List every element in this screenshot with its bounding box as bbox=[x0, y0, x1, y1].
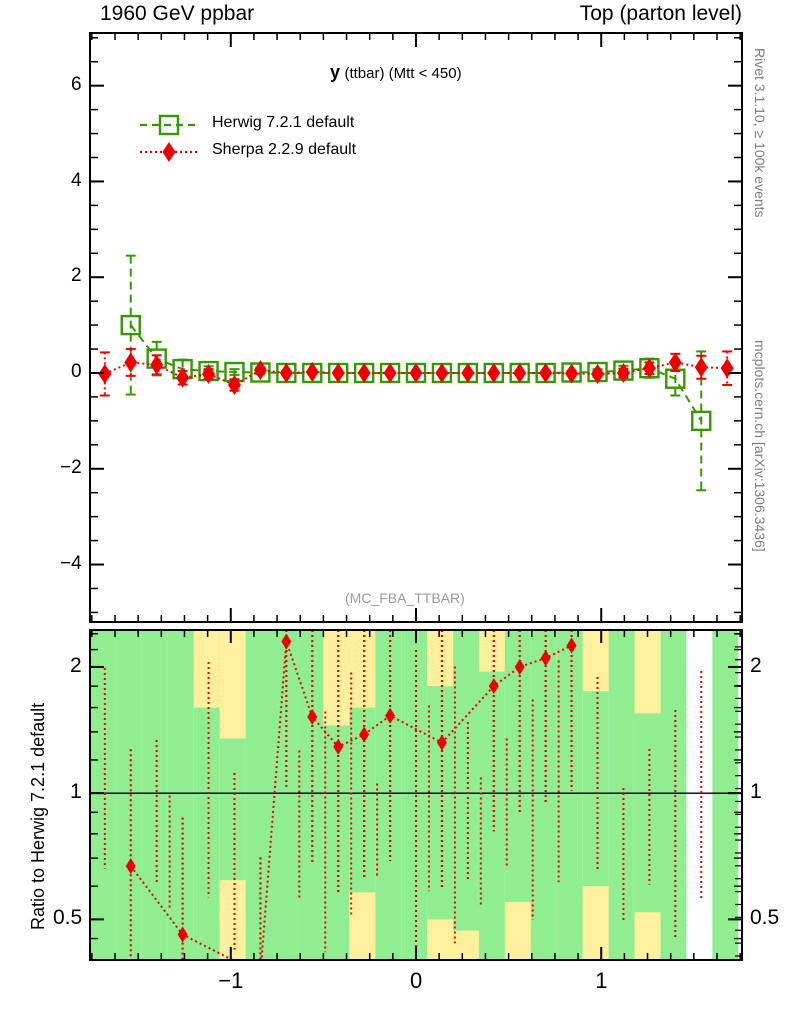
main-data-marker[interactable] bbox=[513, 362, 527, 383]
main-data-marker[interactable] bbox=[98, 363, 112, 384]
ratio-data-marker[interactable] bbox=[333, 738, 344, 755]
legend-label-1: Sherpa 2.2.9 default bbox=[212, 141, 357, 158]
ratio-data-marker[interactable] bbox=[514, 658, 525, 675]
main-data-marker[interactable] bbox=[124, 352, 138, 373]
main-data-marker[interactable] bbox=[357, 362, 371, 383]
ratio-band-inner bbox=[90, 630, 116, 960]
ratio-y-tick-label-right: 0.5 bbox=[750, 906, 780, 930]
ratio-band-inner bbox=[608, 630, 635, 960]
ratio-band-wedge bbox=[634, 630, 661, 714]
main-data-marker[interactable] bbox=[565, 363, 579, 384]
legend-marker-1 bbox=[162, 142, 176, 162]
main-y-tick-label: 2 bbox=[71, 265, 82, 287]
ratio-band-inner bbox=[712, 630, 739, 960]
main-data-marker[interactable] bbox=[539, 362, 553, 383]
ratio-data-marker[interactable] bbox=[488, 678, 499, 695]
ratio-data-marker[interactable] bbox=[281, 633, 292, 650]
page-title: y (ttbar) (Mtt < 450) bbox=[330, 62, 462, 83]
page-title-rest: (ttbar) (Mtt < 450) bbox=[344, 65, 462, 82]
ratio-band-wedge bbox=[427, 630, 454, 687]
ratio-band-low bbox=[427, 919, 454, 960]
main-y-tick-label: −4 bbox=[60, 552, 82, 574]
main-data-marker[interactable] bbox=[331, 362, 345, 383]
ratio-data-marker[interactable] bbox=[540, 650, 551, 667]
main-data-marker[interactable] bbox=[383, 362, 397, 383]
legend-marker-0 bbox=[158, 114, 180, 136]
main-data-marker[interactable] bbox=[461, 362, 475, 383]
main-data-marker[interactable] bbox=[487, 362, 501, 383]
main-data-marker[interactable] bbox=[694, 357, 708, 378]
main-data-marker[interactable] bbox=[227, 374, 241, 395]
main-y-tick-label: −2 bbox=[60, 456, 82, 478]
main-data-marker[interactable] bbox=[279, 362, 293, 383]
ratio-data-marker[interactable] bbox=[177, 926, 188, 943]
watermark: (MC_FBA_TTBAR) bbox=[345, 590, 465, 606]
ratio-y-tick-label-right: 1 bbox=[750, 780, 762, 804]
page-title-main: y bbox=[330, 62, 341, 82]
ratio-data-marker[interactable] bbox=[255, 966, 265, 982]
ratio-y-tick-label: 1 bbox=[70, 780, 82, 804]
ratio-x-tick-label: 1 bbox=[595, 968, 608, 994]
ratio-band-inner bbox=[530, 630, 557, 960]
main-data-marker[interactable] bbox=[642, 358, 656, 379]
main-data-marker[interactable] bbox=[120, 314, 141, 336]
main-data-marker[interactable] bbox=[591, 363, 605, 384]
ratio-data-marker[interactable] bbox=[359, 726, 370, 743]
main-y-tick-label: 6 bbox=[71, 73, 82, 95]
main-data-marker[interactable] bbox=[176, 367, 190, 388]
ratio-band-wedge bbox=[219, 630, 246, 739]
ratio-y-tick-label: 0.5 bbox=[53, 906, 83, 930]
main-data-marker[interactable] bbox=[253, 360, 267, 381]
ratio-y-tick-label: 2 bbox=[70, 653, 82, 677]
ratio-x-tick-label: 0 bbox=[410, 968, 423, 994]
main-data-marker[interactable] bbox=[305, 362, 319, 383]
main-data-marker[interactable] bbox=[435, 362, 449, 383]
ratio-band-low bbox=[504, 902, 531, 960]
ratio-x-tick-label: −1 bbox=[218, 968, 244, 994]
ratio-band-low bbox=[453, 930, 479, 960]
main-data-marker[interactable] bbox=[720, 358, 734, 379]
header-left: 1960 GeV ppbar bbox=[100, 2, 255, 25]
ratio-band-inner bbox=[115, 630, 142, 960]
ratio-band-inner bbox=[660, 630, 687, 960]
ratio-band-low bbox=[219, 880, 246, 960]
ratio-band-inner bbox=[271, 630, 298, 960]
ratio-band-wedge bbox=[349, 630, 376, 708]
ratio-band-wedge bbox=[323, 630, 350, 726]
ratio-band-inner bbox=[297, 630, 324, 960]
ratio-band-inner bbox=[478, 630, 505, 960]
ratio-data-marker[interactable] bbox=[385, 707, 396, 724]
ratio-band-inner bbox=[375, 630, 402, 960]
main-y-tick-label: 4 bbox=[71, 169, 82, 191]
header-right: Top (parton level) bbox=[579, 2, 742, 25]
ratio-band-inner bbox=[245, 630, 272, 960]
ratio-band-inner bbox=[401, 630, 428, 960]
main-data-marker[interactable] bbox=[150, 354, 164, 375]
ratio-band-inner bbox=[556, 630, 583, 960]
ratio-band-inner bbox=[453, 630, 479, 960]
ratio-data-marker[interactable] bbox=[566, 637, 577, 654]
ratio-band-low bbox=[634, 912, 661, 960]
main-data-marker[interactable] bbox=[409, 362, 423, 383]
legend-label-0: Herwig 7.2.1 default bbox=[212, 114, 355, 131]
ratio-data-marker[interactable] bbox=[125, 858, 136, 875]
main-data-marker[interactable] bbox=[668, 352, 682, 373]
ratio-band-wedge bbox=[193, 630, 220, 708]
main-data-marker[interactable] bbox=[616, 362, 630, 383]
main-plot-frame bbox=[89, 32, 743, 623]
ratio-band-low bbox=[349, 892, 376, 960]
ratio-band-low bbox=[582, 886, 609, 960]
ratio-y-tick-label-right: 2 bbox=[750, 653, 762, 677]
ratio-band-inner bbox=[141, 630, 168, 960]
main-y-tick-label: 0 bbox=[71, 361, 82, 383]
main-data-marker[interactable] bbox=[202, 363, 216, 384]
main-data-marker[interactable] bbox=[691, 410, 712, 432]
ratio-band-inner bbox=[167, 630, 194, 960]
ratio-band-wedge bbox=[582, 630, 609, 692]
ratio-data-marker[interactable] bbox=[436, 734, 447, 751]
ratio-band-wedge bbox=[478, 630, 505, 672]
ratio-data-marker[interactable] bbox=[307, 708, 318, 725]
